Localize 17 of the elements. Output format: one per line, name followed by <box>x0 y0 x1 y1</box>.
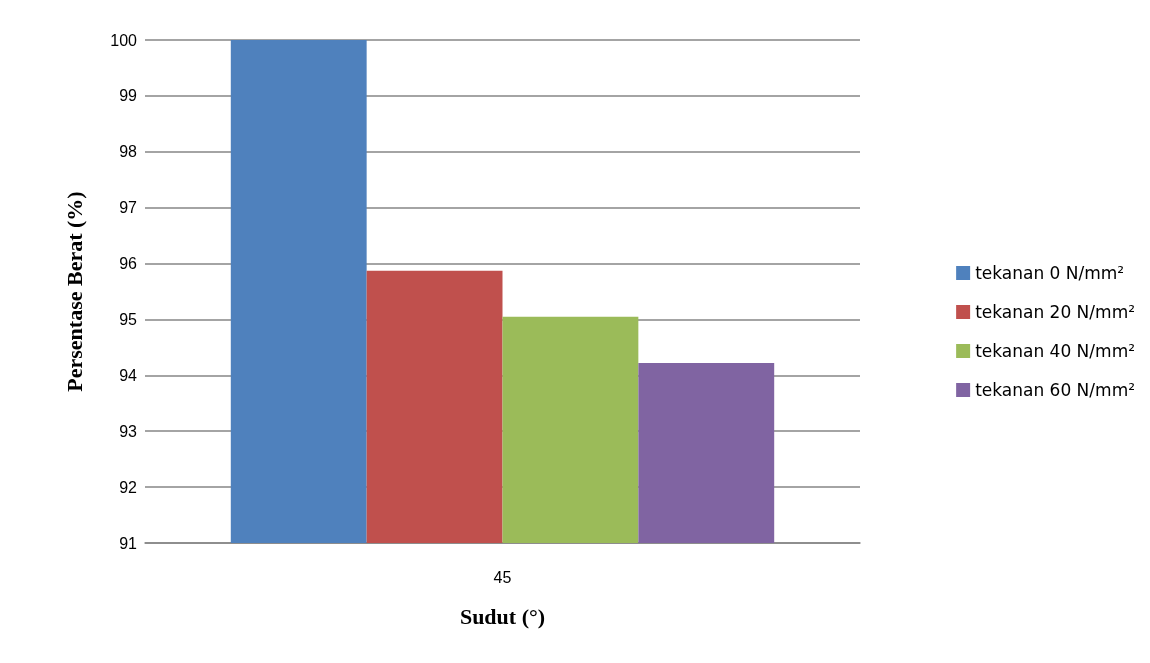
y-tick-label: 96 <box>119 255 138 273</box>
y-tick-label: 95 <box>119 310 138 328</box>
y-tick-label: 91 <box>119 534 138 552</box>
y-tick-label: 98 <box>119 143 138 161</box>
legend-label: tekanan 0 N/mm² <box>975 263 1125 283</box>
legend-label: tekanan 60 N/mm² <box>975 380 1135 400</box>
y-tick-label: 92 <box>119 478 138 496</box>
y-tick-label: 93 <box>119 422 138 440</box>
y-axis-title: Persentase Berat (%) <box>61 191 87 392</box>
y-tick-label: 97 <box>119 199 138 217</box>
legend-label: tekanan 40 N/mm² <box>975 341 1135 361</box>
x-tick-label: 45 <box>493 568 512 586</box>
y-tick-label: 99 <box>119 87 138 105</box>
x-axis-title: Sudut (°) <box>459 603 546 629</box>
y-tick-label: 100 <box>110 31 138 49</box>
y-tick-label: 94 <box>119 366 138 384</box>
legend-label: tekanan 20 N/mm² <box>975 302 1135 322</box>
